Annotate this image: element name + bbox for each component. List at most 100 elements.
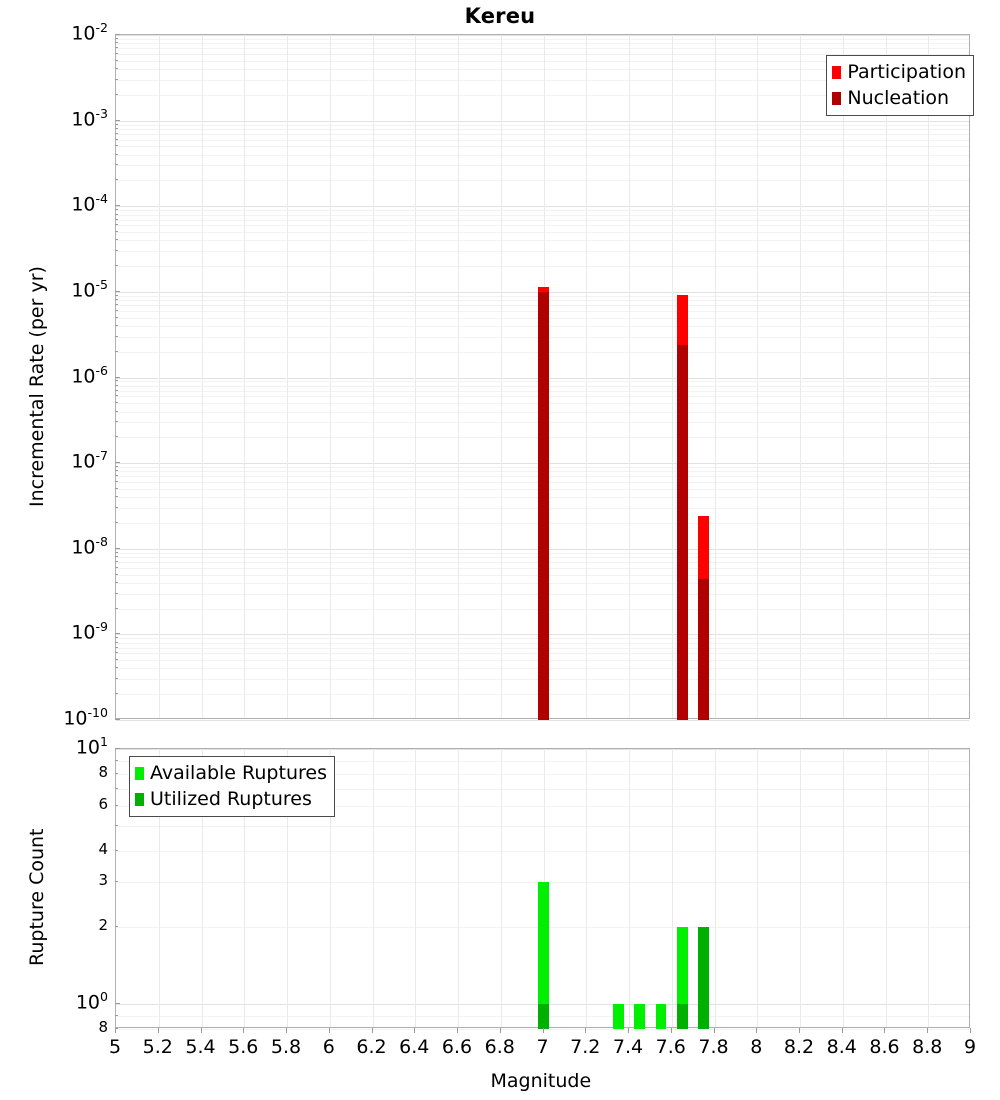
available-ruptures-bar [677, 927, 688, 1029]
y-tick-top [115, 561, 118, 562]
gridline-vertical [158, 35, 160, 718]
x-tick-label: 6.6 [441, 1036, 473, 1058]
gridline-horizontal [116, 60, 969, 62]
y-tick-top [115, 637, 118, 638]
gridline-horizontal [116, 232, 969, 234]
available-ruptures-bar [655, 1004, 667, 1029]
legend-rupture-count: Available Ruptures Utilized Ruptures [129, 756, 335, 817]
y-tick-bottom [115, 773, 118, 774]
gridline-vertical [158, 749, 160, 1027]
y-tick-top [115, 60, 118, 61]
gridline-vertical [287, 749, 288, 1027]
y-tick-top [115, 719, 120, 720]
y-tick-top [115, 522, 118, 523]
x-tick-label: 9 [963, 1036, 977, 1058]
gridline-vertical [757, 749, 759, 1027]
x-tick-label: 7.6 [655, 1036, 686, 1058]
utilized-ruptures-bar [698, 927, 710, 1029]
y-tick-label-top: 10-4 [71, 191, 108, 216]
x-tick [585, 1028, 586, 1033]
y-tick-top [115, 552, 118, 553]
gridline-vertical [629, 749, 630, 1027]
gridline-vertical [500, 35, 502, 718]
y-tick-top [115, 295, 118, 296]
y-tick-label-bottom: 8 [98, 1018, 108, 1036]
chart-title: Kereu [464, 4, 536, 28]
y-tick-top [115, 79, 118, 80]
x-tick-label: 7.2 [570, 1036, 601, 1058]
y-tick-top [115, 481, 118, 482]
x-tick-label: 6.2 [356, 1036, 387, 1058]
y-tick-top [115, 325, 118, 326]
gridline-vertical [287, 35, 288, 718]
y-tick-top [115, 567, 118, 568]
x-tick-label: 6.8 [484, 1036, 515, 1058]
gridline-vertical [201, 35, 203, 718]
y-tick-bottom [115, 748, 120, 749]
y-tick-top [115, 42, 118, 43]
legend-label: Nucleation [847, 86, 950, 109]
gridline-horizontal [116, 53, 969, 55]
gridline-horizontal [116, 120, 969, 122]
y-tick-top [115, 556, 118, 557]
y-tick-label-bottom: 4 [98, 839, 108, 858]
gridline-vertical [586, 749, 588, 1027]
gridline-vertical [586, 35, 588, 718]
gridline-vertical [201, 749, 203, 1027]
y-tick-top [115, 231, 118, 232]
y-tick-top [115, 380, 118, 381]
x-tick [927, 1028, 928, 1033]
y-tick-top [115, 164, 118, 165]
y-tick-top [115, 593, 118, 594]
y-tick-label-top: 10-6 [71, 362, 108, 387]
y-tick-bottom [115, 881, 118, 882]
y-tick-top [115, 659, 118, 660]
legend-entry: Available Ruptures [135, 760, 327, 786]
legend-label: Utilized Ruptures [150, 787, 312, 810]
x-tick [243, 1028, 244, 1033]
y-tick-label-bottom: 6 [98, 794, 108, 813]
nucleation-bar [677, 344, 688, 720]
y-tick-top [115, 421, 118, 422]
nucleation-bar [538, 291, 549, 720]
x-tick [115, 1028, 116, 1033]
x-tick [842, 1028, 843, 1033]
x-tick-label: 8 [750, 1036, 763, 1058]
gridline-horizontal [116, 139, 969, 141]
gridline-horizontal [116, 180, 969, 182]
gridline-horizontal [116, 251, 969, 253]
gridline-vertical [415, 35, 417, 718]
y-tick-top [115, 647, 118, 648]
x-tick-label: 8.8 [912, 1036, 943, 1058]
y-tick-label-top: 10-3 [71, 105, 108, 130]
y-tick-top [115, 239, 118, 240]
x-tick [201, 1028, 202, 1033]
legend-entry: Utilized Ruptures [135, 786, 327, 812]
y-tick-top [115, 224, 118, 225]
x-tick [970, 1028, 971, 1033]
gridline-horizontal [116, 48, 969, 50]
y-tick-top [115, 214, 118, 215]
legend-label: Available Ruptures [150, 761, 327, 784]
y-tick-top [115, 209, 118, 210]
gridline-vertical [842, 35, 844, 718]
incremental-rate-plot-area [115, 34, 970, 721]
gridline-vertical [842, 749, 844, 1027]
gridline-vertical [244, 749, 246, 1027]
gridline-horizontal [116, 146, 969, 148]
legend-entry: Participation [832, 59, 966, 85]
legend-incremental-rate: Participation Nucleation [826, 55, 974, 116]
y-tick-top [115, 693, 118, 694]
y-tick-top [115, 250, 118, 251]
x-tick-label: 7 [536, 1036, 549, 1058]
y-tick-label-top: 10-10 [63, 705, 108, 730]
y-tick-top [115, 470, 118, 471]
y-tick-top [115, 179, 118, 180]
y-tick-top [115, 317, 118, 318]
y-tick-label-bottom: 101 [75, 734, 108, 759]
gridline-vertical [714, 749, 716, 1027]
y-tick-top [115, 402, 118, 403]
y-tick-label-top: 10-9 [71, 619, 108, 644]
gridline-horizontal [116, 825, 969, 827]
